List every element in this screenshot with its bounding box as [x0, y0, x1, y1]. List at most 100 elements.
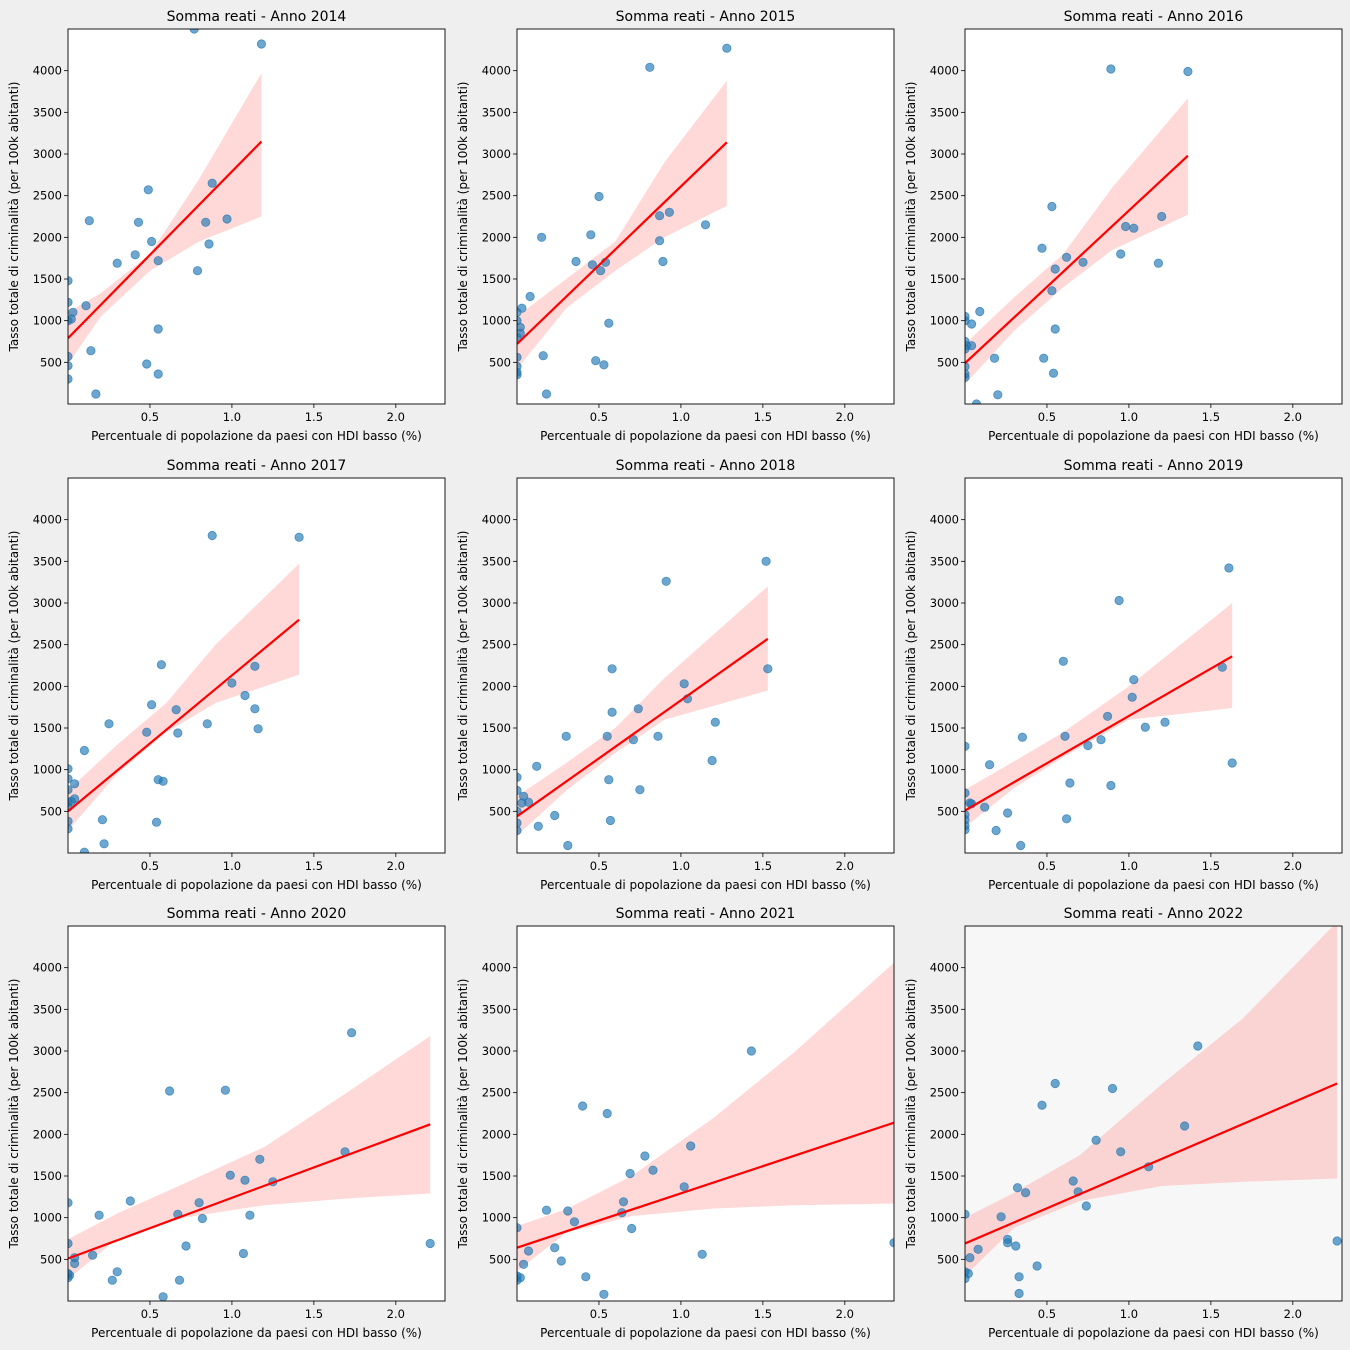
chart-panel: 0.5 1.0 1.5 2.0 500 1000 1500 2000 2500 3000 3500 4…	[456, 9, 895, 443]
y-tick-label: 3000	[930, 147, 959, 161]
scatter-point	[989, 353, 1000, 363]
x-tick-label: 1.5	[754, 410, 772, 424]
scatter-point	[1014, 1288, 1024, 1299]
scatter-point	[996, 1212, 1006, 1222]
scatter-point	[147, 236, 157, 247]
x-axis-label: Percentuale di popolazione da paesi con …	[540, 429, 871, 443]
y-tick-label: 2500	[33, 1086, 62, 1100]
x-axis-label: Percentuale di popolazione da paesi con …	[91, 878, 422, 892]
scatter-point	[587, 260, 598, 270]
scatter-point	[640, 1151, 650, 1161]
scatter-point	[1078, 257, 1088, 267]
scatter-point	[1193, 1041, 1203, 1051]
x-tick-label: 0.5	[1038, 859, 1056, 873]
scatter-point	[569, 1217, 580, 1227]
scatter-point	[1037, 1100, 1047, 1110]
x-axis-label: Percentuale di popolazione da paesi con …	[91, 1326, 422, 1340]
x-tick-label: 0.5	[1038, 1307, 1056, 1321]
y-tick-label: 1000	[33, 763, 62, 777]
scatter-point	[1020, 1188, 1031, 1198]
scatter-point	[225, 1170, 235, 1180]
y-tick-label: 3000	[482, 596, 511, 610]
scatter-point	[594, 191, 604, 202]
chart-panel: 0.5 1.0 1.5 2.0 500 1000 1500 2000 2500 3000 3500 4…	[7, 458, 446, 892]
confidence-band	[68, 1036, 431, 1280]
x-tick-label: 1.0	[223, 859, 241, 873]
scatter-point	[171, 705, 181, 715]
x-axis-label: Percentuale di popolazione da paesi con …	[540, 1326, 871, 1340]
scatter-point	[763, 664, 773, 674]
regression-line	[965, 1082, 1338, 1245]
y-tick-label: 3500	[930, 554, 959, 568]
scatter-point	[602, 1108, 612, 1119]
scatter-point	[710, 717, 720, 727]
plot-frame	[516, 28, 895, 405]
x-tick-label: 1.5	[305, 859, 323, 873]
scatter-point	[1081, 1201, 1091, 1211]
scatter-point	[79, 745, 90, 756]
scatter-point	[633, 704, 643, 714]
scatter-point	[1160, 717, 1170, 727]
chart-title: Somma reati - Anno 2022	[1064, 906, 1244, 922]
regression-line	[68, 618, 300, 813]
plot-area	[68, 29, 266, 399]
scatter-point	[70, 1258, 80, 1269]
scatter-point	[661, 576, 671, 586]
scatter-point	[550, 1243, 560, 1253]
y-tick-label: 1500	[482, 721, 511, 735]
scatter-point	[1129, 675, 1139, 685]
scatter-point	[202, 719, 212, 729]
scatter-point	[965, 1273, 970, 1284]
scatter-point	[130, 250, 140, 260]
scatter-point	[1062, 252, 1072, 262]
y-tick-label: 1500	[930, 721, 959, 735]
chart-panel: 0.5 1.0 1.5 2.0 500 1000 1500 2000 2500 3000 3500 4…	[904, 458, 1343, 892]
scatter-point	[68, 1238, 73, 1249]
x-tick-label: 2.0	[836, 410, 854, 424]
scatter-point	[1332, 1236, 1342, 1246]
scatter-point	[1048, 368, 1059, 378]
scatter-point	[207, 178, 217, 188]
y-axis-label: Tasso totale di criminalità (per 100k ab…	[904, 979, 918, 1250]
confidence-band	[517, 962, 894, 1271]
scatter-point	[207, 530, 217, 541]
scatter-point	[1050, 324, 1060, 334]
scatter-point	[991, 825, 1001, 836]
y-tick-label: 3500	[482, 554, 511, 568]
confidence-band	[965, 926, 1338, 1276]
y-tick-label: 2000	[930, 230, 959, 244]
y-tick-label: 2000	[482, 230, 511, 244]
chart-title: Somma reati - Anno 2017	[167, 458, 347, 474]
x-axis-label: Percentuale di popolazione da paesi con …	[988, 878, 1319, 892]
scatter-point	[1103, 711, 1113, 721]
scatter-point	[1068, 1176, 1078, 1186]
plot-background	[68, 29, 445, 404]
y-tick-label: 1500	[482, 1169, 511, 1183]
x-tick-label: 1.0	[223, 410, 241, 424]
scatter-point	[761, 556, 771, 566]
chart-panel: 0.5 1.0 1.5 2.0 500 1000 1500 2000 2500 3000 3500 4…	[904, 9, 1343, 443]
scatter-point	[197, 1213, 207, 1224]
plot-frame	[964, 28, 1343, 405]
x-tick-label: 2.0	[1284, 1307, 1302, 1321]
scatter-point	[104, 719, 114, 729]
scatter-point	[607, 707, 617, 717]
y-tick-label: 3000	[482, 1044, 511, 1058]
scatter-point	[86, 346, 96, 356]
scatter-point	[174, 1275, 185, 1285]
scatter-point	[68, 816, 73, 826]
scatter-point	[1106, 780, 1116, 791]
scatter-point	[965, 825, 970, 835]
y-tick-label: 4000	[930, 961, 959, 975]
regression-line	[68, 140, 263, 339]
y-tick-label: 1500	[930, 1169, 959, 1183]
y-tick-label: 1500	[930, 272, 959, 286]
scatter-point	[627, 1223, 637, 1234]
scatter-point	[68, 1198, 73, 1208]
confidence-band	[68, 73, 262, 364]
plot-background	[517, 926, 894, 1301]
scatter-point	[653, 731, 663, 741]
y-tick-label: 2500	[482, 189, 511, 203]
scatter-point	[599, 360, 609, 370]
